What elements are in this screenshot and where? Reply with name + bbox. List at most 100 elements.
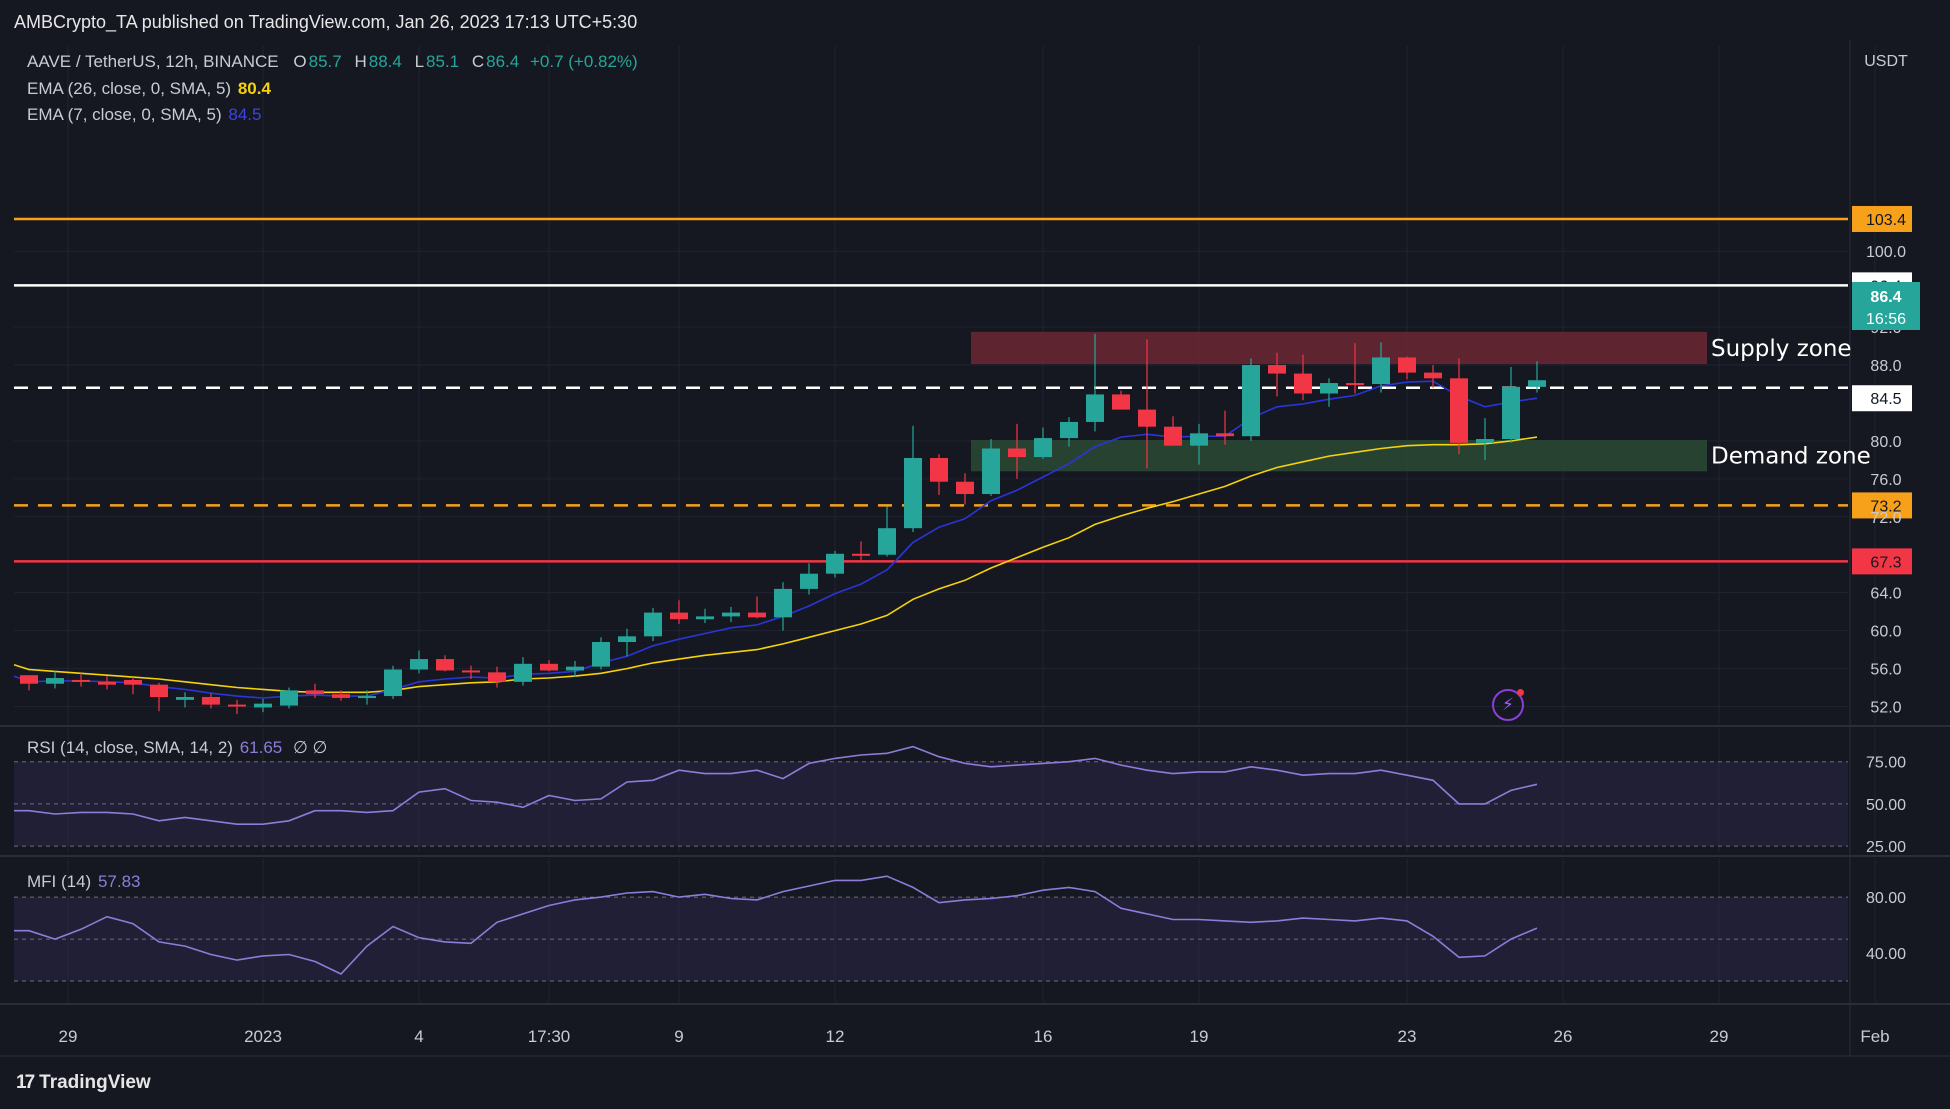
demand-zone-label: Demand zone — [1711, 444, 1871, 470]
legend-close: 86.4 — [486, 52, 520, 71]
candle-body — [98, 681, 116, 685]
time-tick-label: 23 — [1398, 1027, 1417, 1046]
candle-body — [46, 678, 64, 684]
candle-body — [1294, 373, 1312, 394]
level-tag-label: 73.2 — [1870, 498, 1901, 515]
legend-change: +0.7 (+0.82%) — [529, 52, 638, 71]
candle-body — [20, 675, 38, 684]
price-tick-label: 76.0 — [1870, 472, 1901, 489]
horizontal-levels[interactable]: 103.496.473.267.3 — [14, 205, 1912, 575]
candle-body — [1008, 448, 1026, 458]
mfi-line — [13, 875, 1538, 975]
candle-body — [696, 616, 714, 620]
ema7-tag-label: 84.5 — [1870, 391, 1901, 408]
legend-ema7[interactable]: EMA (7, close, 0, SMA, 5) 84.5 — [27, 105, 263, 125]
price-tick-label: 72.0 — [1870, 510, 1901, 527]
demand-zone — [971, 439, 1707, 472]
level-tag — [1852, 205, 1912, 232]
candles — [20, 333, 1546, 715]
ema7-label: EMA (7, close, 0, SMA, 5) — [27, 105, 222, 124]
time-tick-label: 4 — [414, 1027, 423, 1046]
level-tag — [1852, 492, 1912, 519]
candle-body — [1528, 380, 1546, 387]
rsi-label: RSI (14, close, SMA, 14, 2) — [27, 738, 233, 757]
time-tick-label: 2023 — [244, 1027, 282, 1046]
rsi-line — [13, 745, 1538, 825]
candle-body — [774, 588, 792, 618]
ema7-tag — [1852, 385, 1912, 412]
candle-body — [1398, 357, 1416, 373]
ema26-value: 80.4 — [237, 79, 271, 98]
zones: Supply zone Demand zone — [971, 331, 1871, 472]
legend-ohlc: AAVE / TetherUS, 12h, BINANCE O 85.7 H 88.… — [27, 52, 640, 72]
publish-header: AMBCrypto_TA published on TradingView.co… — [14, 12, 638, 32]
candle-body — [150, 684, 168, 698]
candle-body — [1112, 394, 1130, 410]
legend-symbol[interactable]: AAVE / TetherUS, 12h, BINANCE — [27, 52, 279, 71]
last-price-tag — [1852, 282, 1920, 330]
price-tick-label: 52.0 — [1870, 700, 1901, 717]
mfi-tick-label: 40.00 — [1866, 946, 1906, 963]
candle-body — [488, 672, 506, 682]
candle-body — [1190, 433, 1208, 446]
candle-body — [670, 612, 688, 620]
candle-body — [1086, 394, 1104, 422]
candle-body — [1060, 421, 1078, 439]
candle-body — [644, 612, 662, 637]
price-tick-label: 80.0 — [1870, 434, 1901, 451]
candle-body — [462, 670, 480, 673]
candle-body — [228, 704, 246, 707]
rsi-value: 61.65 — [239, 738, 283, 757]
candle-body — [956, 481, 974, 495]
candle-body — [904, 457, 922, 529]
legend-ema26[interactable]: EMA (26, close, 0, SMA, 5) 80.4 — [27, 79, 273, 99]
candle-body — [1164, 426, 1182, 446]
level-tag — [1852, 548, 1912, 575]
candle-body — [332, 694, 350, 698]
mfi-tick-label: 80.00 — [1866, 890, 1906, 907]
candle-body — [852, 553, 870, 556]
candle-body — [1242, 365, 1260, 437]
time-tick-label: 29 — [1710, 1027, 1729, 1046]
candle-body — [384, 669, 402, 697]
rsi-tick-label: 25.00 — [1866, 839, 1906, 856]
ema7-line — [13, 380, 1538, 699]
candle-body — [1476, 439, 1494, 443]
price-tick-label: 56.0 — [1870, 662, 1901, 679]
candle-body — [1502, 386, 1520, 440]
legend-h-label: H — [354, 52, 367, 71]
candle-body — [254, 703, 272, 708]
candle-body — [982, 448, 1000, 495]
legend-mfi[interactable]: MFI (14) 57.83 — [27, 872, 143, 892]
level-tag-label: 67.3 — [1870, 554, 1901, 571]
ema-lines — [13, 380, 1538, 699]
legend-c-label: C — [471, 52, 485, 71]
time-tick-label: 26 — [1554, 1027, 1573, 1046]
tradingview-logo[interactable]: 17 TradingView — [16, 1072, 151, 1094]
candle-body — [280, 690, 298, 706]
axes: USDT100.092.088.080.076.072.064.060.056.… — [59, 53, 1920, 1046]
time-tick-label: 12 — [826, 1027, 845, 1046]
candle-body — [358, 696, 376, 699]
candle-body — [566, 666, 584, 671]
candle-body — [930, 457, 948, 482]
rsi-extra: ∅ ∅ — [292, 738, 328, 757]
legend-l-label: L — [414, 52, 425, 71]
candle-body — [592, 642, 610, 667]
price-tick-label: 64.0 — [1870, 586, 1901, 603]
candle-body — [826, 553, 844, 574]
time-tick-label: 9 — [674, 1027, 683, 1046]
candle-body — [748, 612, 766, 618]
candle-body — [410, 659, 428, 670]
mfi-label: MFI (14) — [27, 872, 92, 891]
flash-icon[interactable]: ⚡ — [1492, 689, 1524, 721]
candle-body — [202, 697, 220, 705]
time-tick-label: Feb — [1860, 1027, 1889, 1046]
legend-rsi[interactable]: RSI (14, close, SMA, 14, 2) 61.65 ∅ ∅ — [27, 738, 329, 758]
candle-body — [800, 573, 818, 589]
candle-body — [878, 528, 896, 555]
supply-zone-label: Supply zone — [1711, 336, 1852, 362]
time-tick-label: 16 — [1034, 1027, 1053, 1046]
mfi-value: 57.83 — [97, 872, 141, 891]
